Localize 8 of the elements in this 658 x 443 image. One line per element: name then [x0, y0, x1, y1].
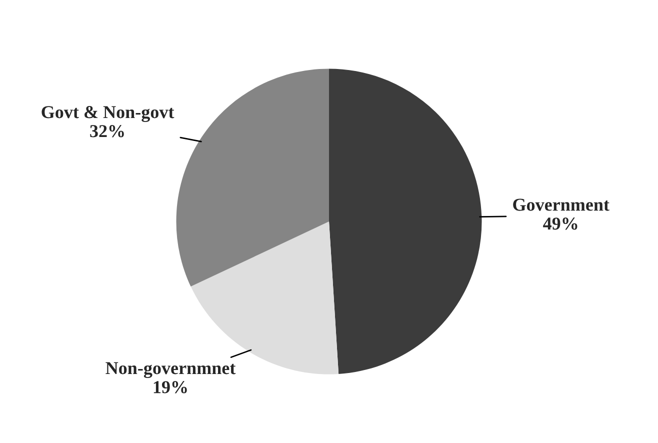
- slice-label: Govt & Non-govt: [42, 106, 174, 122]
- pie-slice: [329, 68, 482, 374]
- data-label: 19%: [154, 381, 187, 394]
- slice-label: Non-governmnet: [106, 362, 236, 378]
- data-label: 32%: [90, 125, 124, 138]
- data-label: 49%: [543, 218, 578, 230]
- pie-slice: [176, 68, 329, 287]
- slice-label: Government: [513, 198, 610, 211]
